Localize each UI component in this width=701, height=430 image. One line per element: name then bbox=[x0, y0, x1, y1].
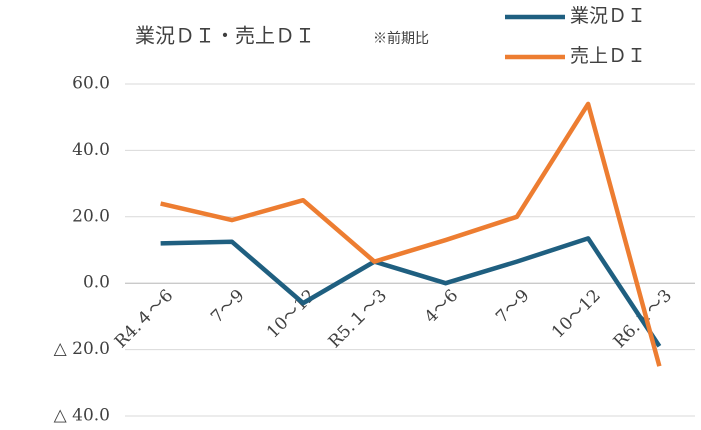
series-line bbox=[160, 101, 662, 367]
x-tick-label: 10～12 bbox=[548, 286, 605, 343]
x-tick-label: R4.４～6 bbox=[111, 286, 177, 352]
y-tick-label: 20.0 bbox=[72, 206, 110, 226]
y-tick-label: 40.0 bbox=[72, 140, 110, 160]
y-tick-label: 0.0 bbox=[83, 273, 110, 293]
series-line bbox=[160, 236, 662, 348]
y-tick-label: 60.0 bbox=[72, 74, 110, 94]
x-tick-label: 7～9 bbox=[207, 286, 248, 327]
y-tick-label: △ 40.0 bbox=[54, 406, 110, 426]
chart-title: 業況ＤＩ・売上ＤＩ bbox=[135, 24, 315, 48]
x-tick-label: 4～6 bbox=[421, 286, 462, 327]
x-tick-label: R5.１～3 bbox=[325, 286, 391, 352]
x-tick-label: 7～9 bbox=[492, 286, 533, 327]
y-tick-label: △ 20.0 bbox=[54, 339, 110, 359]
chart-subtitle: ※前期比 bbox=[373, 30, 429, 47]
legend-label: 売上ＤＩ bbox=[570, 45, 646, 67]
legend-label: 業況ＤＩ bbox=[570, 5, 646, 27]
